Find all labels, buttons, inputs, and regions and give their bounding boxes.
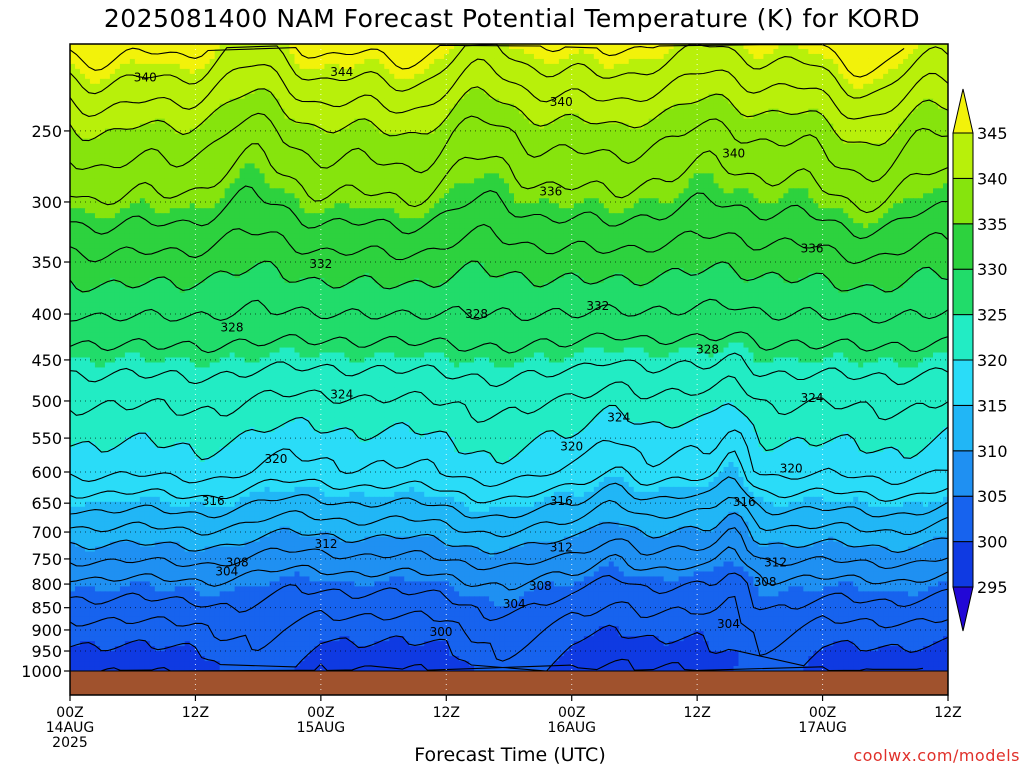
contour-label: 336 bbox=[539, 184, 562, 198]
colorbar-bin-340 bbox=[953, 133, 973, 178]
y-tick-label: 250 bbox=[31, 122, 62, 141]
contour-label: 324 bbox=[330, 388, 353, 402]
colorbar-bin-335 bbox=[953, 178, 973, 223]
contour-label: 308 bbox=[754, 575, 777, 589]
contour-label: 332 bbox=[586, 299, 609, 313]
contour-label: 328 bbox=[696, 342, 719, 356]
x-tick-date: 17AUG bbox=[798, 720, 847, 736]
contour-label: 316 bbox=[550, 494, 573, 508]
colorbar-extend-bottom bbox=[953, 587, 973, 631]
contour-label: 300 bbox=[430, 625, 453, 639]
colorbar-bin-310 bbox=[953, 405, 973, 450]
y-tick-label: 400 bbox=[31, 305, 62, 324]
y-tick-label: 1000 bbox=[21, 662, 62, 681]
colorbar-label: 300 bbox=[977, 533, 1008, 552]
colorbar-label: 295 bbox=[977, 578, 1008, 597]
contour-label: 340 bbox=[722, 147, 745, 161]
y-tick-label: 800 bbox=[31, 575, 62, 594]
contour-label: 312 bbox=[315, 537, 338, 551]
y-tick-label: 600 bbox=[31, 463, 62, 482]
x-tick-label: 00Z bbox=[56, 705, 83, 721]
x-tick-label: 12Z bbox=[433, 705, 460, 721]
colorbar-bin-305 bbox=[953, 451, 973, 496]
x-tick-label: 00Z bbox=[307, 705, 334, 721]
contour-label: 316 bbox=[202, 494, 225, 508]
contour-label: 312 bbox=[550, 540, 573, 554]
contour-label: 304 bbox=[215, 565, 238, 579]
colorbar-label: 340 bbox=[977, 169, 1008, 188]
colorbar-bin-295 bbox=[953, 542, 973, 587]
y-tick-label: 650 bbox=[31, 494, 62, 513]
colorbar-bin-315 bbox=[953, 360, 973, 405]
contour-label: 328 bbox=[465, 307, 488, 321]
colorbar-label: 320 bbox=[977, 351, 1008, 370]
y-tick-label: 350 bbox=[31, 253, 62, 272]
y-tick-label: 300 bbox=[31, 193, 62, 212]
contour-label: 328 bbox=[221, 320, 244, 334]
source-credit: coolwx.com/models bbox=[853, 746, 1020, 765]
y-tick-label: 500 bbox=[31, 392, 62, 411]
x-tick-label: 12Z bbox=[683, 705, 710, 721]
colorbar-label: 315 bbox=[977, 396, 1008, 415]
contour-label: 344 bbox=[330, 65, 353, 79]
x-axis-title: Forecast Time (UTC) bbox=[380, 744, 640, 766]
colorbar-bin-320 bbox=[953, 315, 973, 360]
colorbar-bin-300 bbox=[953, 496, 973, 541]
ground-layer bbox=[70, 671, 948, 695]
colorbar: 295 300 305 310 315 320 325 330 335 340 345 bbox=[953, 89, 1008, 631]
x-tick-label: 12Z bbox=[182, 705, 209, 721]
y-axis: 250 300 350 400 450 500 550 600 650 700 750 800 850 9… bbox=[21, 122, 70, 681]
contour-label: 304 bbox=[717, 617, 740, 631]
x-tick-label: 00Z bbox=[558, 705, 585, 721]
colorbar-label: 305 bbox=[977, 487, 1008, 506]
y-tick-label: 700 bbox=[31, 523, 62, 542]
colorbar-label: 345 bbox=[977, 124, 1008, 143]
x-tick-date: 16AUG bbox=[547, 720, 596, 736]
colorbar-extend-top bbox=[953, 89, 973, 133]
y-tick-label: 850 bbox=[31, 599, 62, 618]
colorbar-bin-325 bbox=[953, 269, 973, 314]
contour-label: 320 bbox=[560, 440, 583, 454]
colorbar-label: 335 bbox=[977, 215, 1008, 234]
x-tick-label: 12Z bbox=[934, 705, 961, 721]
contour-label: 308 bbox=[529, 579, 552, 593]
contour-label: 312 bbox=[764, 556, 787, 570]
x-tick-label: 00Z bbox=[809, 705, 836, 721]
contour-label: 332 bbox=[309, 257, 332, 271]
y-tick-label: 750 bbox=[31, 550, 62, 569]
x-tick-date: 14AUG bbox=[46, 720, 95, 736]
x-tick-date: 15AUG bbox=[297, 720, 346, 736]
contour-label: 320 bbox=[780, 462, 803, 476]
y-tick-label: 900 bbox=[31, 621, 62, 640]
contour-label: 340 bbox=[550, 95, 573, 109]
contour-label: 324 bbox=[607, 411, 630, 425]
contour-label: 316 bbox=[733, 495, 756, 509]
contour-label: 340 bbox=[134, 71, 157, 85]
colorbar-bin-330 bbox=[953, 224, 973, 269]
y-tick-label: 450 bbox=[31, 351, 62, 370]
colorbar-label: 325 bbox=[977, 306, 1008, 325]
contour-label: 324 bbox=[801, 391, 824, 405]
colorbar-label: 330 bbox=[977, 260, 1008, 279]
y-tick-label: 950 bbox=[31, 642, 62, 661]
contour-label: 304 bbox=[503, 597, 526, 611]
x-tick-year: 2025 bbox=[52, 735, 88, 751]
contour-label: 320 bbox=[264, 452, 287, 466]
y-tick-label: 550 bbox=[31, 429, 62, 448]
colorbar-label: 310 bbox=[977, 442, 1008, 461]
contour-label: 336 bbox=[801, 241, 824, 255]
